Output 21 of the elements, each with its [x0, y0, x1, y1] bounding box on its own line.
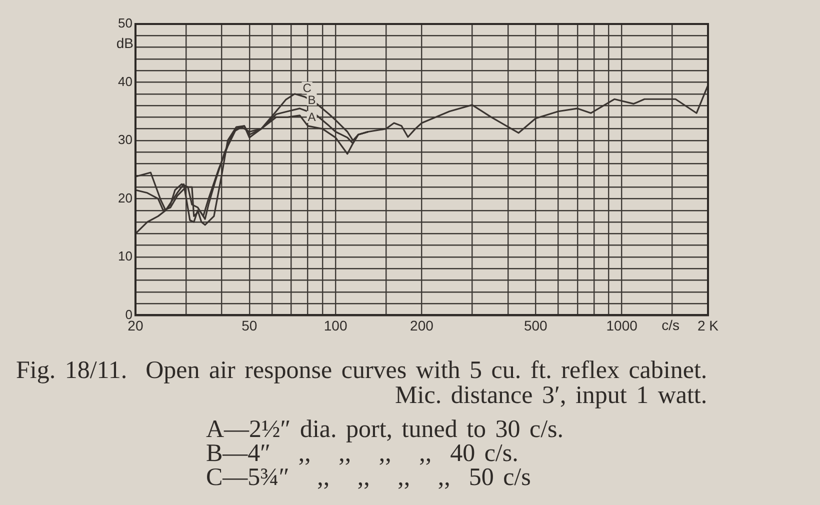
x-tick-label: 500: [524, 317, 548, 334]
text: C—5¾″ ,, ,, ,, ,, 50 c/s: [206, 464, 532, 491]
y-tick-label: 0: [125, 306, 132, 322]
x-tick-label: 50: [242, 317, 258, 334]
x-tick-label: 1000: [606, 317, 638, 334]
text: Mic. distance 3′, input 1 watt.: [394, 382, 708, 409]
text: A—2½″ dia. port, tuned to 30 c/s.: [206, 416, 565, 443]
x-axis-title: c/s: [662, 317, 680, 334]
x-tick-label: 2 K: [697, 317, 720, 334]
y-axis-title: dB: [116, 35, 134, 52]
series-label: C: [302, 81, 312, 96]
x-tick-label: 100: [324, 317, 348, 334]
y-tick-label: 30: [118, 132, 132, 148]
y-tick-label: 20: [118, 190, 132, 206]
caption: Fig. 18/11. Open air response curves with 5 cu. ft. reflex cabinet.: [16, 357, 708, 384]
series-label: B: [308, 92, 316, 107]
y-tick-label: 50: [118, 16, 132, 31]
series-label: A: [308, 110, 316, 124]
x-tick-label: 200: [410, 317, 434, 334]
y-tick-label: 10: [118, 248, 132, 264]
y-tick-label: 40: [118, 74, 132, 89]
